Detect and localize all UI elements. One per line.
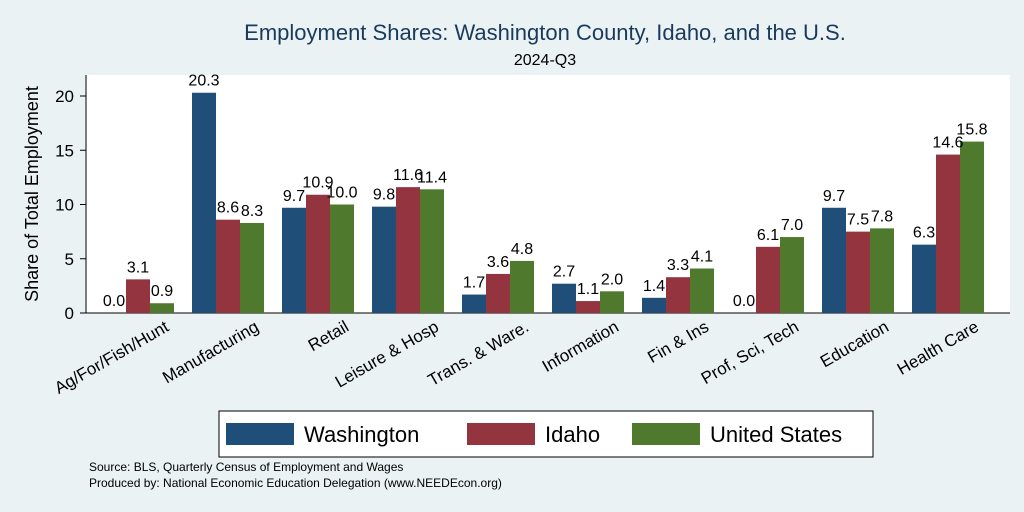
- legend-swatch-idaho: [467, 423, 535, 445]
- category-label-education: Education: [817, 317, 892, 371]
- produced-by-note: Produced by: National Economic Education…: [89, 476, 502, 490]
- value-label-idaho-information: 1.1: [577, 281, 599, 298]
- bar-washington-information: [552, 283, 576, 313]
- bar-idaho-leisure-hosp: [396, 187, 420, 313]
- y-ticks: 0 5 10 15 20: [55, 87, 86, 323]
- legend-label-washington: Washington: [304, 422, 419, 447]
- category-label-ag-for-fish-hunt: Ag/For/Fish/Hunt: [51, 317, 172, 398]
- bars: [126, 92, 984, 314]
- value-label-washington-information: 2.7: [553, 264, 575, 281]
- value-label-idaho-health-care: 14.6: [932, 135, 963, 152]
- bar-united-states-health-care: [960, 141, 984, 313]
- y-tick-label: 5: [65, 250, 74, 269]
- chart-subtitle: 2024-Q3: [514, 52, 576, 69]
- value-label-washington-manufacturing: 20.3: [188, 73, 219, 90]
- bar-washington-fin-ins: [642, 297, 666, 313]
- value-label-united-states-ag-for-fish-hunt: 0.9: [151, 283, 173, 300]
- value-label-idaho-leisure-hosp: 11.6: [393, 167, 423, 184]
- y-axis-label: Share of Total Employment: [22, 86, 42, 302]
- bar-united-states-retail: [330, 204, 354, 313]
- y-tick-label: 20: [55, 87, 74, 106]
- bar-united-states-prof-sci-tech: [780, 237, 804, 313]
- value-label-idaho-education: 7.5: [847, 212, 869, 229]
- bar-idaho-trans-ware: [486, 273, 510, 313]
- category-label-health-care: Health Care: [894, 317, 982, 379]
- bar-washington-education: [822, 207, 846, 313]
- value-label-united-states-education: 7.8: [871, 208, 893, 225]
- category-label-fin-ins: Fin & Ins: [644, 317, 712, 367]
- value-label-idaho-retail: 10.9: [302, 175, 333, 192]
- value-label-united-states-information: 2.0: [601, 271, 623, 288]
- category-label-trans-ware: Trans. & Ware.: [425, 317, 532, 390]
- value-label-idaho-ag-for-fish-hunt: 3.1: [127, 259, 149, 276]
- value-label-idaho-trans-ware: 3.6: [487, 254, 509, 271]
- bar-idaho-education: [846, 231, 870, 313]
- value-label-united-states-fin-ins: 4.1: [691, 249, 713, 266]
- legend: Washington Idaho United States: [218, 410, 874, 458]
- bar-united-states-leisure-hosp: [420, 189, 444, 313]
- bar-united-states-trans-ware: [510, 260, 534, 313]
- category-label-information: Information: [539, 317, 622, 376]
- value-label-united-states-prof-sci-tech: 7.0: [781, 217, 803, 234]
- bar-washington-leisure-hosp: [372, 206, 396, 313]
- value-label-washington-trans-ware: 1.7: [463, 275, 485, 292]
- legend-label-idaho: Idaho: [545, 422, 600, 447]
- category-label-manufacturing: Manufacturing: [159, 317, 262, 387]
- value-label-washington-education: 9.7: [823, 188, 845, 205]
- value-label-united-states-health-care: 15.8: [956, 122, 987, 139]
- value-label-washington-prof-sci-tech: 0.0: [733, 293, 755, 310]
- bar-idaho-health-care: [936, 154, 960, 313]
- bar-washington-trans-ware: [462, 294, 486, 313]
- category-label-retail: Retail: [305, 317, 352, 355]
- value-label-washington-ag-for-fish-hunt: 0.0: [103, 293, 125, 310]
- legend-label-united-states: United States: [710, 422, 842, 447]
- value-label-idaho-fin-ins: 3.3: [667, 257, 689, 274]
- y-tick-label: 15: [55, 141, 74, 160]
- bar-united-states-education: [870, 228, 894, 313]
- bar-idaho-information: [576, 301, 600, 313]
- value-label-united-states-leisure-hosp: 11.4: [417, 169, 447, 186]
- chart-title: Employment Shares: Washington County, Id…: [244, 20, 846, 45]
- bar-united-states-ag-for-fish-hunt: [150, 303, 174, 313]
- bar-washington-health-care: [912, 244, 936, 313]
- value-label-washington-health-care: 6.3: [913, 225, 935, 242]
- y-tick-label: 0: [65, 304, 74, 323]
- legend-box: [218, 410, 874, 458]
- bar-washington-retail: [282, 207, 306, 313]
- value-label-united-states-retail: 10.0: [326, 185, 357, 202]
- bar-idaho-manufacturing: [216, 219, 240, 313]
- value-label-washington-fin-ins: 1.4: [643, 278, 665, 295]
- source-note: Source: BLS, Quarterly Census of Employm…: [89, 460, 403, 474]
- value-label-idaho-manufacturing: 8.6: [217, 200, 239, 217]
- bar-idaho-ag-for-fish-hunt: [126, 279, 150, 313]
- category-label-prof-sci-tech: Prof, Sci, Tech: [698, 317, 802, 388]
- value-label-united-states-manufacturing: 8.3: [241, 203, 263, 220]
- value-label-idaho-prof-sci-tech: 6.1: [757, 227, 779, 244]
- value-labels: 0.03.10.920.38.6 8.39.710.910.0 9.811.611.…: [103, 73, 988, 310]
- bar-idaho-retail: [306, 194, 330, 313]
- legend-swatch-washington: [226, 423, 294, 445]
- bar-united-states-fin-ins: [690, 268, 714, 313]
- bar-idaho-fin-ins: [666, 277, 690, 313]
- legend-swatch-united-states: [632, 423, 700, 445]
- bar-united-states-manufacturing: [240, 222, 264, 313]
- bar-united-states-information: [600, 291, 624, 313]
- value-label-washington-leisure-hosp: 9.8: [373, 187, 395, 204]
- bar-idaho-prof-sci-tech: [756, 246, 780, 313]
- y-tick-label: 10: [55, 196, 74, 215]
- bar-washington-manufacturing: [192, 92, 216, 314]
- value-label-washington-retail: 9.7: [283, 188, 305, 205]
- value-label-united-states-trans-ware: 4.8: [511, 241, 533, 258]
